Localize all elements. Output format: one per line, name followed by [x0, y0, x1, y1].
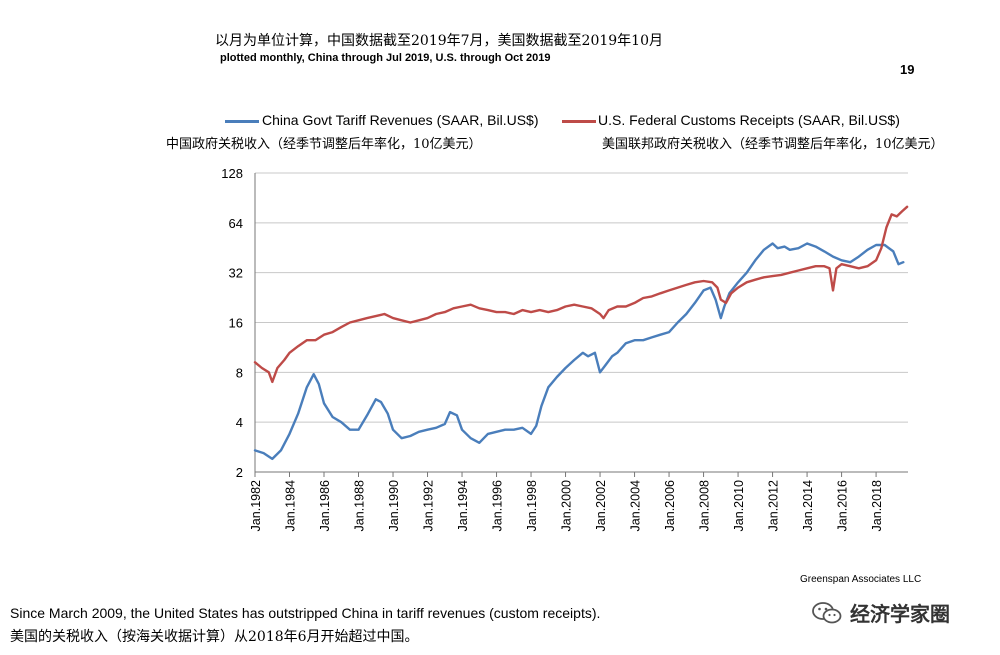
y-tick-label: 64	[229, 216, 243, 231]
watermark-text: 经济学家圈	[850, 602, 950, 626]
series-line-us	[253, 205, 909, 384]
series-line-china	[253, 242, 905, 461]
footer-caption-english: Since March 2009, the United States has …	[10, 605, 601, 621]
x-tick-label: Jan.1982	[249, 480, 263, 531]
legend-china-label-cn: 中国政府关税收入（经季节调整后年率化，10亿美元）	[166, 137, 482, 152]
footer-caption-chinese: 美国的关税收入（按海关收据计算）从2018年6月开始超过中国。	[10, 629, 419, 645]
x-tick-label: Jan.1996	[491, 480, 505, 531]
y-tick-label: 4	[236, 415, 243, 430]
note-english: plotted monthly, China through Jul 2019,…	[220, 52, 551, 64]
x-tick-label: Jan.1986	[318, 480, 332, 531]
x-tick-label: Jan.1992	[422, 480, 436, 531]
y-tick-label: 32	[229, 266, 243, 281]
x-tick-label: Jan.2002	[594, 480, 608, 531]
note-chinese: 以月为单位计算，中国数据截至2019年7月，美国数据截至2019年10月	[215, 33, 663, 49]
legend-china-label: China Govt Tariff Revenues (SAAR, Bil.US…	[262, 112, 539, 128]
legend-us-label: U.S. Federal Customs Receipts (SAAR, Bil…	[598, 112, 900, 128]
x-tick-label: Jan.2006	[663, 480, 677, 531]
x-tick-label: Jan.1984	[284, 480, 298, 531]
x-tick-label: Jan.2018	[870, 480, 884, 531]
watermark: 经济学家圈	[812, 598, 950, 627]
x-tick-label: Jan.1988	[353, 480, 367, 531]
x-tick-label: Jan.2008	[698, 480, 712, 531]
x-tick-label: Jan.2004	[629, 480, 643, 531]
x-tick-label: Jan.2012	[767, 480, 781, 531]
legend-us-label-cn: 美国联邦政府关税收入（经季节调整后年率化，10亿美元）	[602, 137, 944, 152]
x-tick-label: Jan.2016	[836, 480, 850, 531]
page-number: 19	[900, 62, 915, 77]
x-tick-label: Jan.2014	[801, 480, 815, 531]
x-tick-label: Jan.2010	[732, 480, 746, 531]
x-tick-label: Jan.1998	[525, 480, 539, 531]
legend-china-swatch	[225, 120, 259, 123]
source-credit: Greenspan Associates LLC	[800, 574, 922, 585]
y-tick-label: 128	[221, 166, 243, 181]
x-tick-label: Jan.1990	[387, 480, 401, 531]
wechat-icon	[812, 601, 842, 623]
legend-us-swatch	[562, 120, 596, 123]
x-tick-label: Jan.2000	[560, 480, 574, 531]
y-tick-label: 8	[236, 365, 243, 380]
x-tick-label: Jan.1994	[456, 480, 470, 531]
y-tick-label: 16	[229, 316, 243, 331]
y-tick-label: 2	[236, 465, 243, 480]
